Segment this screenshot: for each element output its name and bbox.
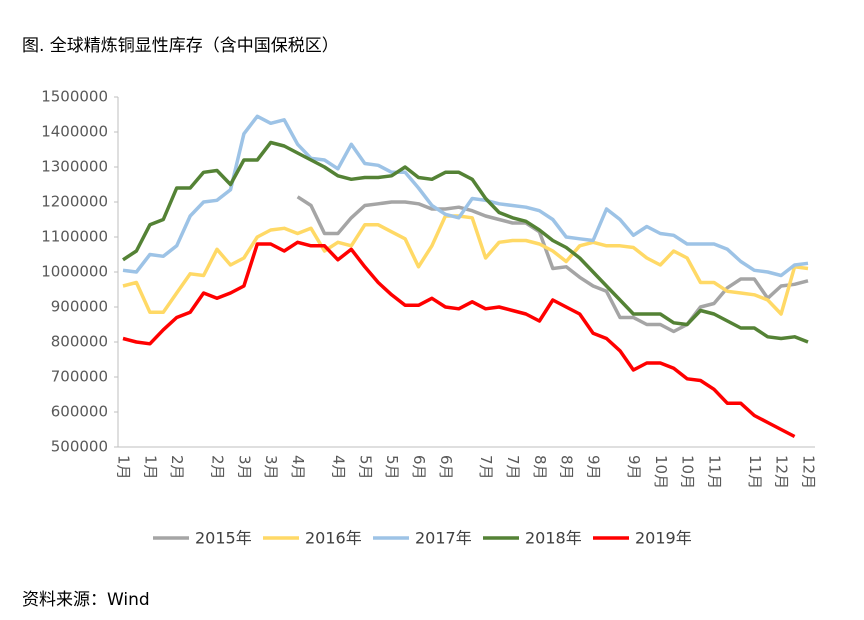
legend-label: 2018年: [525, 529, 582, 548]
y-tick-label: 800000: [51, 333, 108, 351]
legend-label: 2019年: [635, 529, 692, 548]
y-tick-label: 1000000: [41, 263, 108, 281]
x-tick-label: 5月: [383, 455, 401, 480]
x-tick-label: 9月: [585, 455, 603, 480]
x-tick-label: 8月: [558, 455, 576, 480]
y-tick-label: 700000: [51, 368, 108, 386]
y-tick-label: 600000: [51, 403, 108, 421]
y-tick-label: 1500000: [41, 88, 108, 106]
y-tick-label: 1100000: [41, 228, 108, 246]
x-tick-label: 3月: [235, 455, 253, 480]
x-tick-label: 8月: [531, 455, 549, 480]
y-tick-label: 1200000: [41, 193, 108, 211]
chart-title: 图. 全球精炼铜显性库存（含中国保税区）: [22, 36, 339, 56]
series-line: [122, 240, 796, 439]
x-tick-label: 2月: [209, 455, 227, 480]
series-line: [296, 195, 809, 334]
series-line: [122, 214, 809, 316]
y-tick-label: 1400000: [41, 123, 108, 141]
x-tick-label: 6月: [437, 455, 455, 480]
x-tick-label: 11月: [705, 455, 723, 489]
x-tick-label: 11月: [746, 455, 764, 489]
x-tick-label: 5月: [356, 455, 374, 480]
y-tick-label: 500000: [51, 438, 108, 456]
x-tick-label: 3月: [262, 455, 280, 480]
x-tick-label: 4月: [329, 455, 347, 480]
series-line: [122, 114, 809, 278]
legend-label: 2016年: [305, 529, 362, 548]
legend-label: 2017年: [415, 529, 472, 548]
legend-label: 2015年: [195, 529, 252, 548]
x-tick-label: 1月: [141, 455, 159, 480]
x-tick-label: 4月: [289, 455, 307, 480]
x-tick-label: 10月: [679, 455, 697, 489]
x-tick-label: 1月: [115, 455, 133, 480]
x-tick-label: 6月: [410, 455, 428, 480]
x-tick-label: 7月: [477, 455, 495, 480]
x-tick-label: 7月: [504, 455, 522, 480]
x-tick-label: 9月: [625, 455, 643, 480]
y-tick-label: 900000: [51, 298, 108, 316]
source-note: 资料来源：Wind: [22, 590, 150, 610]
x-tick-label: 12月: [773, 455, 791, 489]
series-line: [122, 140, 809, 344]
x-tick-label: 12月: [800, 455, 818, 489]
x-tick-label: 2月: [168, 455, 186, 480]
x-tick-label: 10月: [652, 455, 670, 489]
y-tick-label: 1300000: [41, 158, 108, 176]
